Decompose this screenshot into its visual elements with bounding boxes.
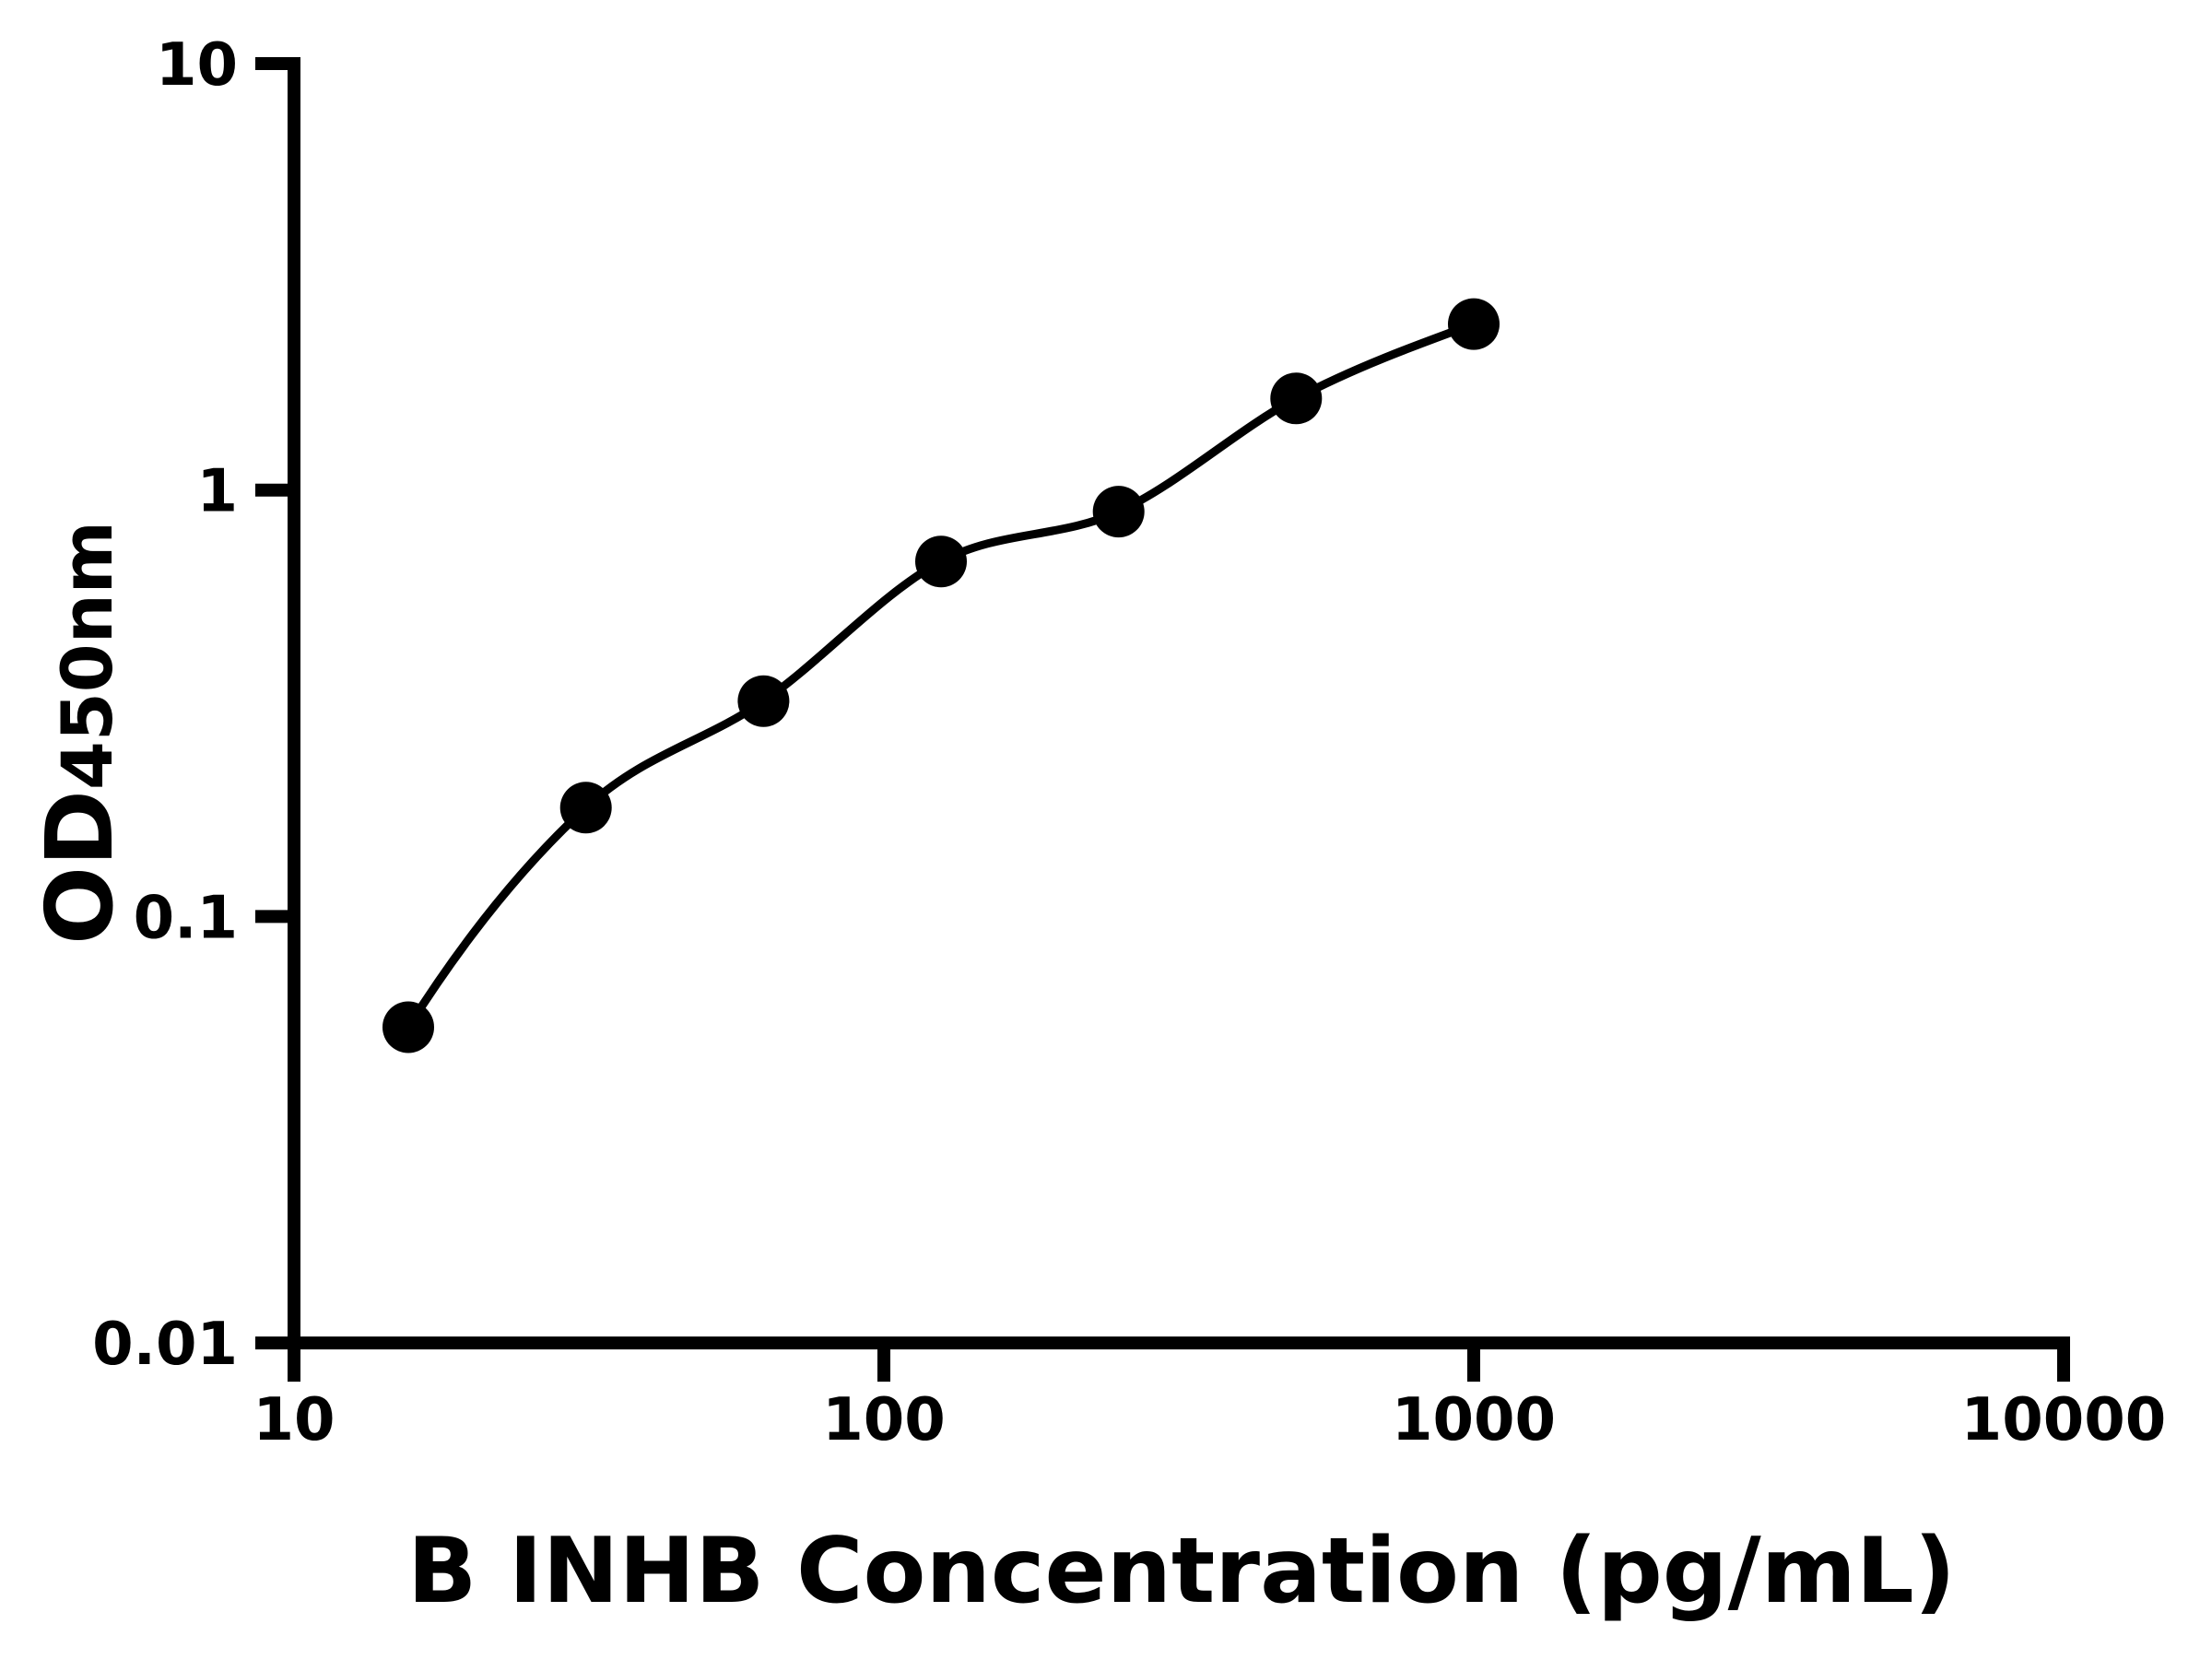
data-point — [1270, 372, 1323, 425]
data-point — [1448, 298, 1500, 350]
y-axis-title-subscript: 450nm — [46, 521, 128, 790]
y-axis-title: OD450nm — [26, 521, 134, 945]
y-tick-label: 1 — [196, 458, 238, 526]
y-tick-label: 10 — [156, 31, 238, 100]
x-axis-title: B INHB Concentration (pg/mL) — [407, 1519, 1956, 1624]
data-point — [1092, 486, 1145, 538]
data-point — [382, 1001, 434, 1053]
fit-curve — [404, 320, 1478, 1031]
axis-spines — [288, 57, 2070, 1350]
y-tick-label: 0.01 — [92, 1311, 238, 1379]
y-tick-label: 0.1 — [134, 884, 238, 952]
data-point — [737, 675, 790, 727]
data-point — [559, 782, 612, 834]
x-tick-label: 10 — [253, 1386, 335, 1454]
x-tick-label: 100 — [822, 1386, 946, 1454]
y-axis-title-main: OD — [26, 790, 134, 945]
x-tick-label: 1000 — [1392, 1386, 1556, 1454]
x-tick-label: 10000 — [1961, 1386, 2167, 1454]
data-point — [915, 535, 967, 588]
